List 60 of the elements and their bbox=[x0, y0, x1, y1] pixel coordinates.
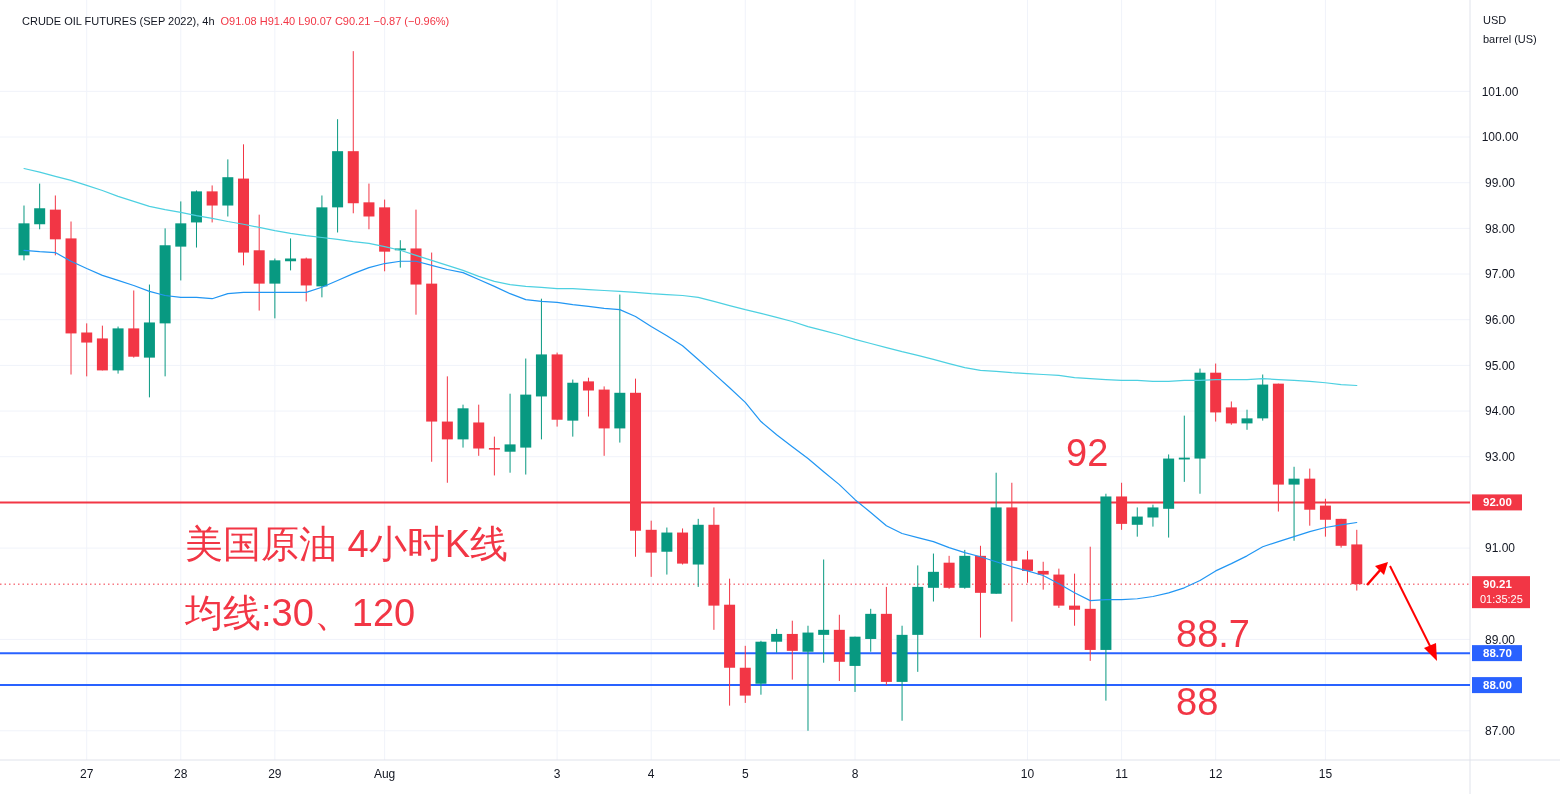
y-tick-label: 94.00 bbox=[1484, 404, 1516, 419]
candlestick bbox=[645, 520, 657, 578]
x-tick-label: 12 bbox=[1208, 767, 1223, 781]
candlestick bbox=[441, 375, 453, 484]
candlestick bbox=[786, 620, 798, 681]
x-tick-label: 3 bbox=[553, 767, 561, 781]
line-series bbox=[23, 167, 1358, 387]
ref-line-label: 88.70 bbox=[1483, 647, 1512, 660]
candlestick bbox=[81, 322, 93, 377]
candlestick bbox=[771, 628, 783, 654]
text: 01:35:25 bbox=[1480, 593, 1523, 606]
annotation: 均线:30、120 bbox=[184, 592, 416, 634]
y-tick-label: 87.00 bbox=[1484, 723, 1516, 738]
candlestick bbox=[488, 436, 500, 476]
x-tick-label: 10 bbox=[1020, 767, 1035, 781]
candlestick bbox=[269, 258, 281, 319]
candlestick bbox=[1147, 504, 1159, 528]
candlestick bbox=[802, 625, 814, 732]
annotation: 88.7 bbox=[1176, 613, 1250, 656]
x-tick-label: 15 bbox=[1318, 767, 1333, 781]
x-tick-label: 4 bbox=[647, 767, 655, 781]
annotation: 美国原油 4小时K线 bbox=[185, 523, 509, 565]
y-tick-label: 93.00 bbox=[1484, 449, 1516, 464]
y-tick-label: 97.00 bbox=[1484, 267, 1516, 282]
text: CRUDE OIL FUTURES (SEP 2022), 4h bbox=[22, 15, 215, 27]
y-tick-label: 96.00 bbox=[1484, 312, 1516, 327]
ref-line-label: 88.00 bbox=[1483, 679, 1512, 692]
candlestick bbox=[34, 183, 46, 230]
y-tick-label: 91.00 bbox=[1484, 541, 1516, 556]
candlestick bbox=[1288, 466, 1300, 542]
candlestick bbox=[927, 553, 939, 603]
candlestick bbox=[1131, 506, 1143, 538]
text: O91.08 H91.40 L90.07 C90.21 −0.87 (−0.96%) bbox=[220, 15, 450, 27]
x-tick-label: 5 bbox=[741, 767, 749, 781]
y-tick-label: 95.00 bbox=[1484, 358, 1516, 373]
candlestick bbox=[661, 527, 673, 576]
annotation: 92 bbox=[1066, 432, 1109, 475]
ref-line-label: 92.00 bbox=[1483, 496, 1512, 509]
candlestick bbox=[818, 559, 830, 664]
candlestick bbox=[1241, 409, 1253, 431]
ref-line-label: 90.21 bbox=[1483, 578, 1513, 591]
candlestick bbox=[582, 377, 594, 418]
x-tick-label: Aug bbox=[373, 767, 396, 781]
y-tick-label: 98.00 bbox=[1484, 221, 1516, 236]
candlestick bbox=[504, 393, 516, 474]
x-tick-label: 27 bbox=[80, 767, 94, 781]
y-tick-label: 100.00 bbox=[1481, 130, 1519, 145]
x-tick-label: 8 bbox=[851, 767, 859, 781]
x-tick-label: 28 bbox=[174, 767, 188, 781]
candlestick bbox=[206, 184, 218, 223]
y-tick-label: 101.00 bbox=[1481, 84, 1519, 99]
x-tick-label: 29 bbox=[268, 767, 282, 781]
y-axis-title: USD barrel (US) bbox=[1483, 14, 1537, 45]
candlestick bbox=[1225, 400, 1237, 426]
candlestick bbox=[363, 183, 375, 230]
x-tick-label: 11 bbox=[1115, 767, 1129, 781]
annotation: 88 bbox=[1176, 681, 1219, 724]
candlestick bbox=[175, 200, 187, 281]
y-tick-label: 89.00 bbox=[1484, 632, 1516, 647]
y-tick-label: 99.00 bbox=[1484, 175, 1516, 190]
